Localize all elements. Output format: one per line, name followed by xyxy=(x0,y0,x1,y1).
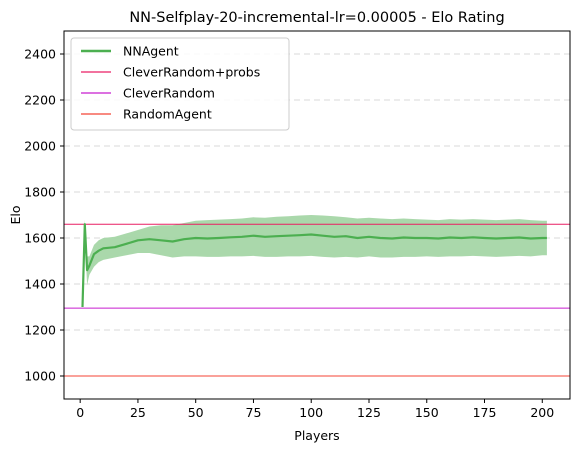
y-axis-ticks: 1000 1200 1400 1600 1800 2000 2200 2400 xyxy=(24,47,64,384)
y-tick-label: 1800 xyxy=(24,185,56,200)
legend-label: NNAgent xyxy=(123,44,179,59)
y-tick-label: 1200 xyxy=(24,323,56,338)
y-tick-label: 1400 xyxy=(24,277,56,292)
legend-box xyxy=(70,37,290,131)
legend: NNAgent CleverRandom+probs CleverRandom Ran… xyxy=(70,37,290,131)
x-tick-label: 0 xyxy=(76,405,84,420)
plot-frame xyxy=(63,30,571,400)
y-tick-label: 2000 xyxy=(24,139,56,154)
legend-label: CleverRandom xyxy=(123,86,215,101)
legend-label: RandomAgent xyxy=(123,107,212,122)
y-tick-label: 1600 xyxy=(24,231,56,246)
legend-label: CleverRandom+probs xyxy=(123,65,260,80)
x-tick-label: 25 xyxy=(130,405,146,420)
nnagent-line xyxy=(81,223,547,308)
chart-title: NN-Selfplay-20-incremental-lr=0.00005 - … xyxy=(129,10,504,26)
series-layer xyxy=(81,223,547,308)
reference-lines-layer xyxy=(64,223,570,377)
y-tick-label: 2200 xyxy=(24,93,56,108)
x-tick-label: 100 xyxy=(299,405,323,420)
x-tick-label: 200 xyxy=(530,405,554,420)
x-axis-ticks: 0 25 50 75 100 125 150 175 200 xyxy=(76,399,554,420)
x-tick-label: 50 xyxy=(188,405,204,420)
y-axis-label: Elo xyxy=(8,205,23,224)
y-tick-label: 2400 xyxy=(24,47,56,62)
confidence-band-layer xyxy=(82,215,547,309)
x-tick-label: 150 xyxy=(415,405,439,420)
x-tick-label: 125 xyxy=(357,405,381,420)
x-axis-label: Players xyxy=(294,428,339,443)
x-tick-label: 75 xyxy=(246,405,262,420)
nnagent-confidence-band xyxy=(82,215,547,309)
x-tick-label: 175 xyxy=(473,405,497,420)
y-tick-label: 1000 xyxy=(24,369,56,384)
